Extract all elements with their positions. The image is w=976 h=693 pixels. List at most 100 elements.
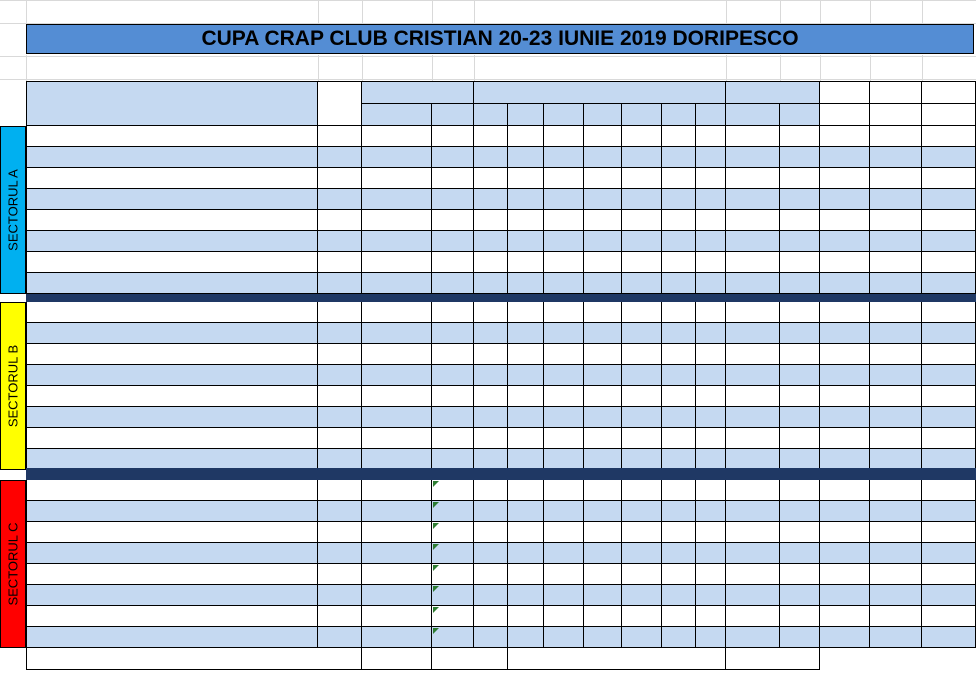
fish-weight-7 bbox=[696, 189, 726, 210]
total-points bbox=[820, 606, 870, 627]
fish-weight-5 bbox=[622, 606, 662, 627]
fish-weight-2 bbox=[508, 407, 544, 428]
fish-weight-7 bbox=[696, 252, 726, 273]
fish-weight-3 bbox=[544, 344, 584, 365]
fish-weight-6 bbox=[662, 501, 696, 522]
team-name bbox=[26, 480, 318, 501]
place-sector bbox=[870, 147, 922, 168]
fish-weight-1 bbox=[474, 126, 508, 147]
fish-weight-2 bbox=[508, 365, 544, 386]
place-general bbox=[922, 231, 976, 252]
fish-weight-4 bbox=[584, 189, 622, 210]
quality-total bbox=[726, 365, 780, 386]
total-points bbox=[820, 365, 870, 386]
team-name bbox=[26, 302, 318, 323]
fish-weight-4 bbox=[584, 627, 622, 648]
fish-weight-7 bbox=[696, 168, 726, 189]
quality-total bbox=[726, 147, 780, 168]
quality-total bbox=[726, 302, 780, 323]
fish-weight-4 bbox=[584, 168, 622, 189]
stand-number bbox=[318, 564, 362, 585]
fish-weight-1 bbox=[474, 428, 508, 449]
quality-points bbox=[780, 210, 820, 231]
fish-weight-1 bbox=[474, 564, 508, 585]
fish-weight-3 bbox=[544, 627, 584, 648]
fish-weight-5 bbox=[622, 273, 662, 294]
footer-total-label bbox=[508, 648, 726, 670]
quality-total bbox=[726, 501, 780, 522]
quality-total bbox=[726, 168, 780, 189]
header-loc-sector bbox=[870, 104, 922, 126]
stand-number bbox=[318, 189, 362, 210]
quantity-total bbox=[362, 210, 432, 231]
fish-weight-4 bbox=[584, 585, 622, 606]
fish-weight-3 bbox=[544, 189, 584, 210]
place-sector bbox=[870, 501, 922, 522]
total-points bbox=[820, 627, 870, 648]
fish-weight-2 bbox=[508, 543, 544, 564]
quality-total bbox=[726, 606, 780, 627]
quantity-total bbox=[362, 522, 432, 543]
total-points bbox=[820, 302, 870, 323]
total-points bbox=[820, 189, 870, 210]
quantity-total bbox=[362, 501, 432, 522]
header-calitate bbox=[726, 81, 820, 104]
team-name bbox=[26, 564, 318, 585]
place-sector bbox=[870, 168, 922, 189]
place-sector bbox=[870, 365, 922, 386]
team-name bbox=[26, 543, 318, 564]
stand-number bbox=[318, 344, 362, 365]
total-points bbox=[820, 585, 870, 606]
fish-weight-6 bbox=[662, 302, 696, 323]
stand-number bbox=[318, 147, 362, 168]
quantity-total bbox=[362, 302, 432, 323]
place-sector bbox=[870, 302, 922, 323]
team-name bbox=[26, 168, 318, 189]
place-sector bbox=[870, 210, 922, 231]
total-points bbox=[820, 147, 870, 168]
fish-weight-7 bbox=[696, 126, 726, 147]
stand-number bbox=[318, 428, 362, 449]
fish-weight-6 bbox=[662, 323, 696, 344]
quality-total bbox=[726, 126, 780, 147]
header-fish-2 bbox=[508, 104, 544, 126]
quality-points bbox=[780, 323, 820, 344]
quality-points bbox=[780, 302, 820, 323]
quantity-points bbox=[432, 564, 474, 585]
fish-weight-4 bbox=[584, 428, 622, 449]
fish-weight-2 bbox=[508, 449, 544, 470]
fish-weight-3 bbox=[544, 449, 584, 470]
quality-points bbox=[780, 522, 820, 543]
quantity-points bbox=[432, 302, 474, 323]
place-general bbox=[922, 344, 976, 365]
sector-label-text: SECTORUL C bbox=[5, 522, 21, 606]
team-name bbox=[26, 231, 318, 252]
fish-weight-7 bbox=[696, 365, 726, 386]
stand-number bbox=[318, 252, 362, 273]
quality-points bbox=[780, 386, 820, 407]
fish-weight-4 bbox=[584, 273, 622, 294]
place-sector bbox=[870, 449, 922, 470]
quality-total bbox=[726, 449, 780, 470]
quantity-total bbox=[362, 564, 432, 585]
fish-weight-6 bbox=[662, 522, 696, 543]
fish-weight-3 bbox=[544, 386, 584, 407]
header-total-puncte bbox=[820, 104, 870, 126]
fish-weight-5 bbox=[622, 344, 662, 365]
fish-weight-1 bbox=[474, 189, 508, 210]
fish-weight-1 bbox=[474, 147, 508, 168]
fish-weight-5 bbox=[622, 386, 662, 407]
fish-weight-3 bbox=[544, 501, 584, 522]
fish-weight-7 bbox=[696, 231, 726, 252]
fish-weight-2 bbox=[508, 386, 544, 407]
fish-weight-3 bbox=[544, 273, 584, 294]
cell-comment-marker bbox=[433, 565, 439, 571]
quantity-total bbox=[362, 168, 432, 189]
stand-number bbox=[318, 386, 362, 407]
fish-weight-6 bbox=[662, 386, 696, 407]
fish-weight-2 bbox=[508, 302, 544, 323]
quality-total bbox=[726, 522, 780, 543]
quality-total bbox=[726, 231, 780, 252]
fish-weight-1 bbox=[474, 323, 508, 344]
